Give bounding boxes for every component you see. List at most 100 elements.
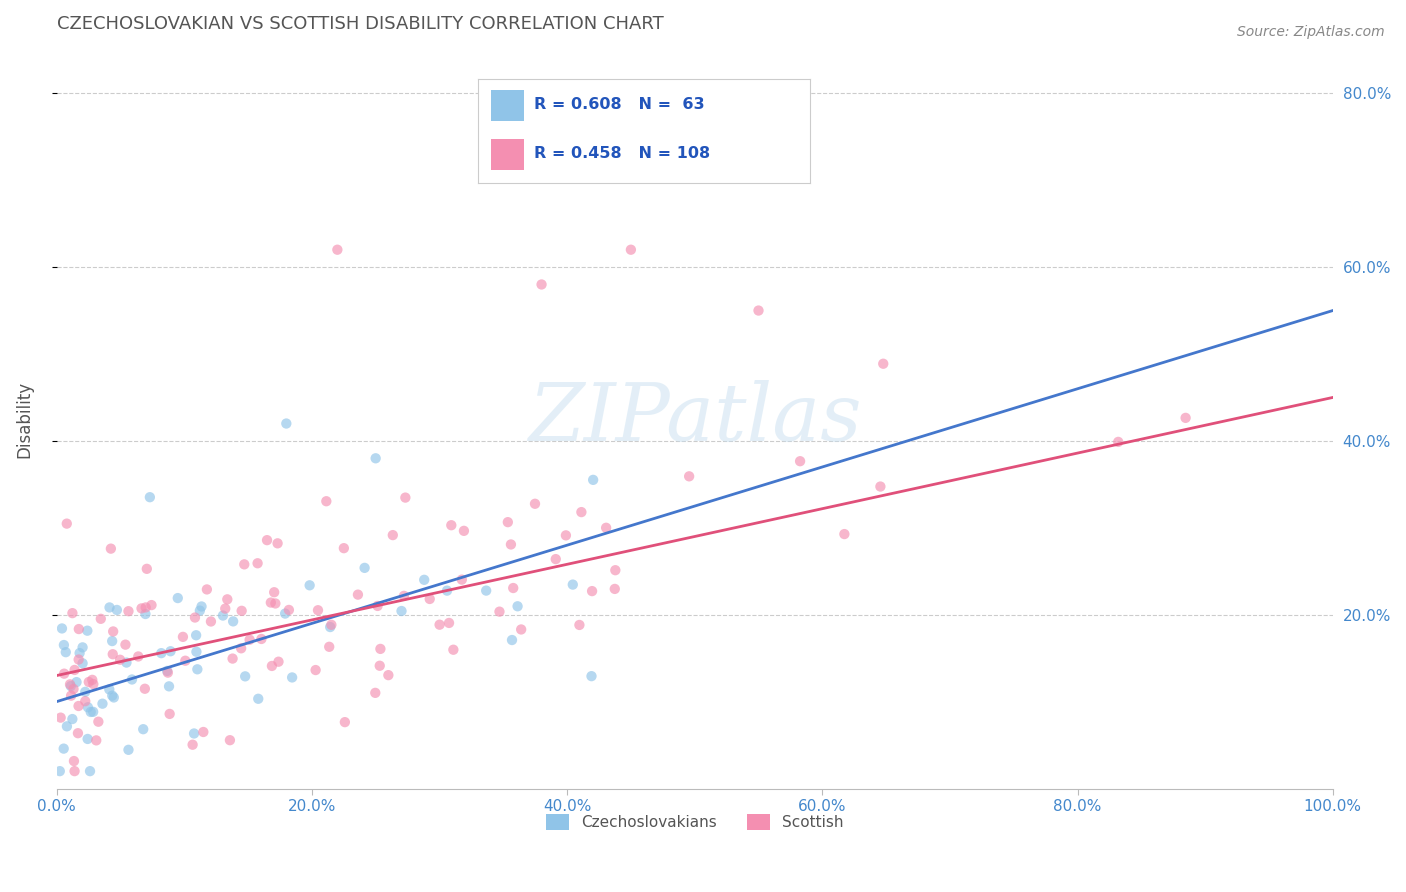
Point	[193, 725, 215, 739]
Point	[524, 497, 547, 511]
Point	[90, 612, 112, 626]
Point	[69, 646, 91, 660]
Point	[55, 645, 77, 659]
Point	[276, 417, 298, 431]
Point	[72, 640, 94, 655]
Point	[159, 644, 181, 658]
Point	[581, 584, 603, 599]
Point	[247, 691, 270, 706]
Point	[315, 494, 337, 508]
Point	[260, 659, 283, 673]
Point	[101, 689, 124, 703]
Point	[281, 670, 304, 684]
Point	[132, 722, 155, 736]
Point	[453, 524, 475, 538]
Point	[429, 617, 451, 632]
Point	[166, 591, 188, 605]
Point	[131, 601, 153, 615]
Point	[91, 697, 114, 711]
Point	[568, 618, 591, 632]
Point	[183, 726, 205, 740]
Point	[52, 741, 75, 756]
Point	[499, 537, 522, 551]
Point	[246, 556, 269, 570]
Point	[264, 597, 287, 611]
Point	[274, 607, 297, 621]
Point	[219, 733, 242, 747]
Point	[581, 669, 603, 683]
Point	[834, 527, 856, 541]
Point	[190, 599, 212, 614]
Point	[678, 469, 700, 483]
Point	[364, 451, 387, 466]
Point	[394, 491, 416, 505]
Point	[75, 685, 97, 699]
Point	[55, 516, 77, 531]
Point	[266, 536, 288, 550]
Point	[186, 662, 208, 676]
Point	[233, 558, 256, 572]
Point	[370, 641, 392, 656]
Point	[231, 604, 253, 618]
Point	[367, 599, 389, 613]
Point	[212, 608, 235, 623]
Point	[66, 726, 89, 740]
Point	[333, 541, 356, 556]
Point	[59, 677, 82, 691]
Point	[496, 515, 519, 529]
Point	[139, 490, 162, 504]
Point	[62, 606, 84, 620]
Point	[221, 651, 243, 665]
Point	[260, 596, 283, 610]
Point	[195, 582, 218, 597]
Point	[333, 715, 356, 730]
Point	[60, 689, 83, 703]
Point	[49, 711, 72, 725]
Point	[63, 663, 86, 677]
Point	[605, 563, 627, 577]
Point	[381, 528, 404, 542]
Point	[121, 673, 143, 687]
Point	[135, 600, 157, 615]
Text: ZIPatlas: ZIPatlas	[527, 380, 862, 458]
Point	[267, 655, 290, 669]
Point	[157, 679, 180, 693]
Point	[141, 598, 163, 612]
Point	[353, 561, 375, 575]
Point	[135, 562, 157, 576]
Point	[250, 632, 273, 646]
Point	[181, 738, 204, 752]
Point	[450, 573, 472, 587]
Point	[377, 668, 399, 682]
Point	[488, 605, 510, 619]
Point	[63, 754, 86, 768]
Legend: Czechoslovakians, Scottish: Czechoslovakians, Scottish	[540, 808, 849, 837]
Point	[108, 653, 131, 667]
Point	[554, 528, 576, 542]
Point	[747, 303, 769, 318]
Point	[156, 665, 179, 680]
Point	[101, 624, 124, 639]
Point	[1174, 410, 1197, 425]
Point	[87, 714, 110, 729]
Point	[188, 604, 211, 618]
Point	[117, 604, 139, 618]
Point	[82, 705, 104, 719]
Point	[150, 646, 173, 660]
Point	[233, 669, 256, 683]
Point	[437, 615, 460, 630]
Point	[277, 603, 299, 617]
Point	[620, 243, 643, 257]
Point	[501, 633, 523, 648]
Point	[53, 666, 76, 681]
Point	[321, 617, 343, 632]
Point	[117, 743, 139, 757]
Point	[101, 647, 124, 661]
Point	[84, 733, 107, 747]
Point	[419, 591, 441, 606]
Point	[544, 552, 567, 566]
Point	[62, 681, 84, 696]
Point	[582, 473, 605, 487]
Point	[214, 601, 236, 615]
Point	[156, 664, 179, 678]
